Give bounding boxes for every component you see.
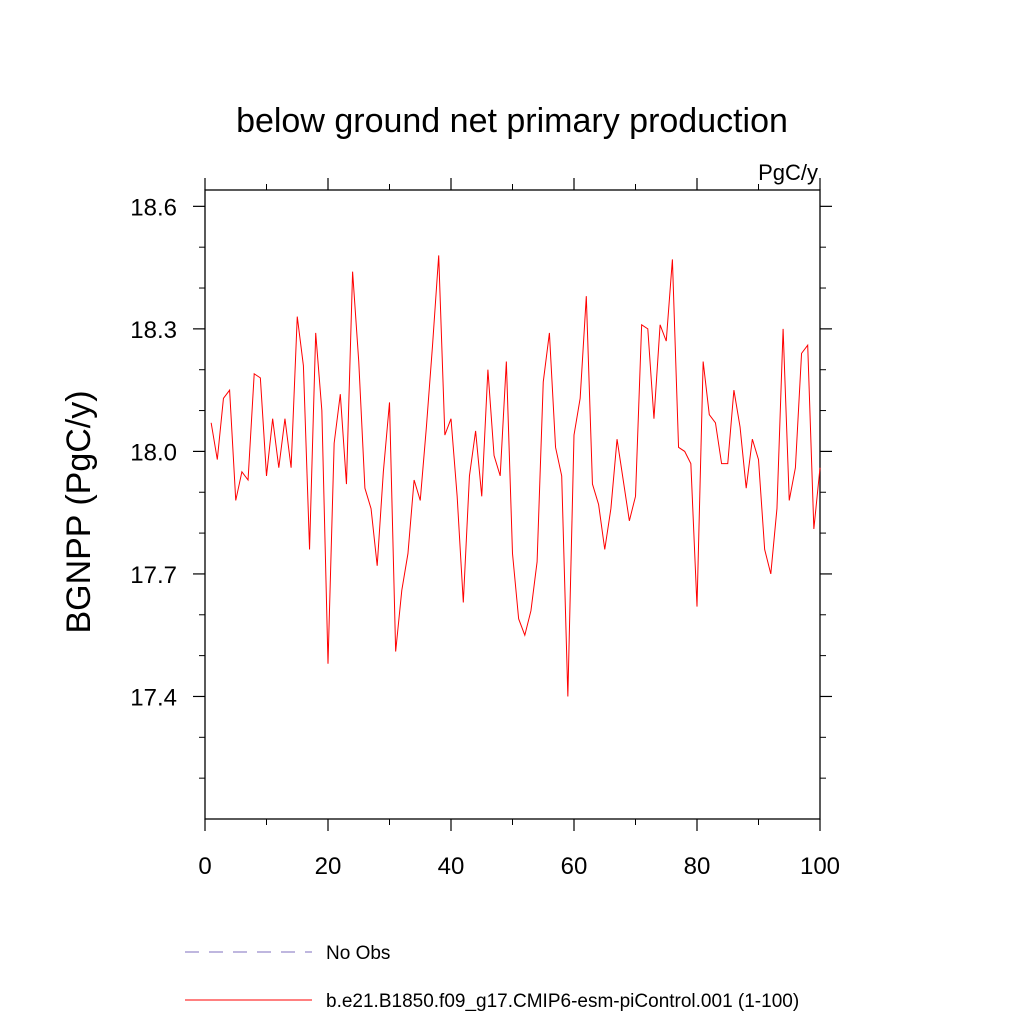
x-tick-label: 60	[561, 853, 588, 880]
x-tick-label: 80	[684, 853, 711, 880]
y-tick-label: 18.0	[130, 439, 177, 466]
x-tick-label: 100	[800, 853, 840, 880]
legend-label: No Obs	[326, 943, 390, 964]
legend: No Obs b.e21.B1850.f09_g17.CMIP6-esm-piCo…	[185, 943, 799, 1012]
y-tick-label: 18.3	[130, 317, 177, 344]
chart-title: below ground net primary production	[236, 102, 788, 140]
series-line-0	[210, 255, 821, 697]
y-tick-label: 18.6	[130, 194, 177, 221]
legend-label: b.e21.B1850.f09_g17.CMIP6-esm-piControl.…	[326, 991, 799, 1012]
y-axis-label: BGNPP (PgC/y)	[60, 390, 98, 633]
x-tick-label: 40	[438, 853, 465, 880]
y-tick-label: 17.7	[130, 562, 177, 589]
x-tick-label: 20	[315, 853, 342, 880]
series-layer	[210, 255, 821, 697]
y-tick-label: 17.4	[130, 684, 177, 711]
axes: 0 20 40 60 80 100 17.4 17.7 18.0 18.3 18.6	[130, 178, 840, 880]
plot-frame	[204, 189, 821, 820]
x-tick-label: 0	[198, 853, 211, 880]
units-label: PgC/y	[758, 160, 818, 185]
